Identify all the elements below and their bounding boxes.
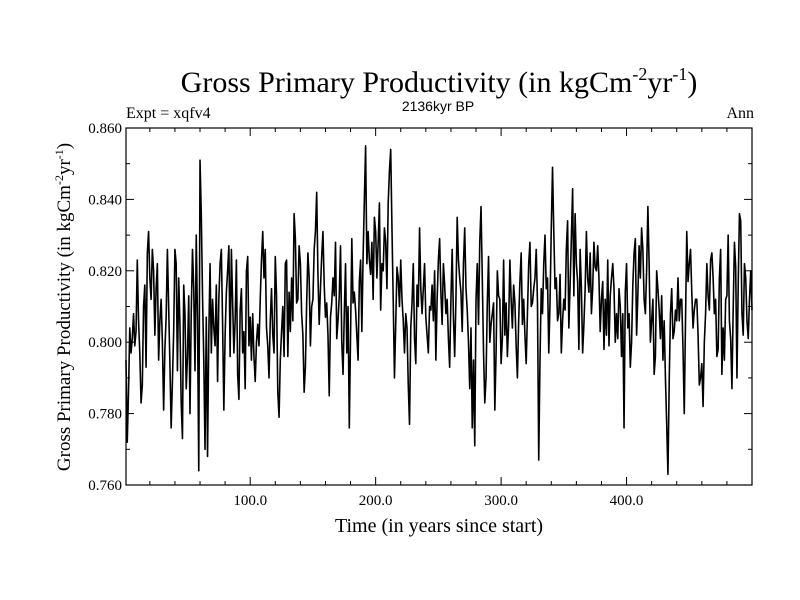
y-axis-label-end: ) [54, 143, 75, 149]
y-tick-label: 0.840 [88, 192, 122, 208]
y-axis-label-exp1: -2 [52, 175, 66, 185]
axis-tick-labels: 100.0 200.0 300.0 400.0 0.760 0.780 0.800 0.820… [88, 121, 643, 509]
chart-title-exp2: -1 [672, 64, 687, 84]
chart-title: Gross Primary Productivity (in kgCm-2yr-… [181, 64, 698, 99]
chart-title-mid: yr [647, 66, 672, 99]
chart-title-exp1: -2 [632, 64, 647, 84]
y-tick-label: 0.760 [88, 478, 122, 494]
chart-title-main: Gross Primary Productivity (in kgCm [181, 66, 633, 99]
gpp-series-line [125, 145, 753, 476]
y-axis-label-exp2: -1 [52, 149, 66, 159]
x-tick-label: 200.0 [359, 493, 393, 509]
plot-frame [125, 127, 753, 486]
y-tick-label: 0.780 [88, 407, 122, 423]
y-axis-label: Gross Primary Productivity (in kgCm-2yr-… [52, 143, 75, 471]
y-tick-label: 0.800 [88, 335, 122, 351]
axis-ticks [126, 127, 752, 486]
x-tick-label: 100.0 [233, 493, 267, 509]
y-tick-label: 0.820 [88, 264, 122, 280]
y-axis-label-main: Gross Primary Productivity (in kgCm [54, 185, 75, 471]
season-label: Ann [726, 105, 754, 122]
experiment-label: Expt = xqfv4 [126, 105, 211, 122]
chart-subtitle: 2136kyr BP [402, 98, 474, 114]
x-tick-label: 400.0 [610, 493, 644, 509]
x-axis-label: Time (in years since start) [335, 515, 543, 537]
y-tick-label: 0.860 [88, 121, 122, 137]
chart-title-end: ) [687, 66, 697, 99]
y-axis-label-mid: yr [54, 159, 75, 176]
x-tick-label: 300.0 [484, 493, 518, 509]
